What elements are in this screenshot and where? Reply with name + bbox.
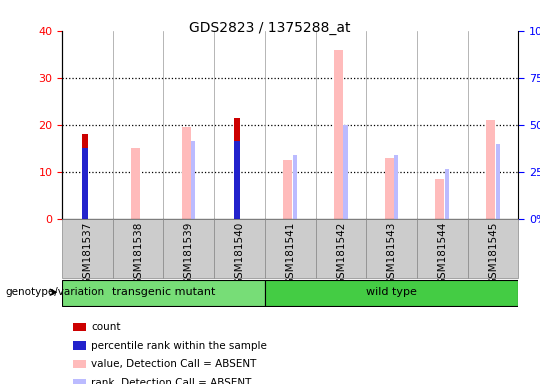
Bar — [283, 160, 292, 219]
Bar — [234, 118, 240, 219]
Bar — [62, 280, 265, 306]
Bar — [435, 179, 444, 219]
Bar — [73, 379, 86, 384]
Text: wild type: wild type — [366, 287, 417, 297]
Text: GSM181538: GSM181538 — [133, 222, 143, 285]
Text: transgenic mutant: transgenic mutant — [112, 287, 215, 297]
Text: GSM181540: GSM181540 — [234, 222, 245, 285]
Text: GSM181542: GSM181542 — [336, 222, 346, 285]
Bar — [468, 219, 518, 278]
Bar — [113, 219, 164, 278]
Bar — [234, 141, 240, 219]
Bar — [73, 360, 86, 368]
Bar — [164, 219, 214, 278]
Bar — [82, 148, 88, 219]
Text: GSM181544: GSM181544 — [437, 222, 447, 285]
Bar — [265, 280, 518, 306]
Text: rank, Detection Call = ABSENT: rank, Detection Call = ABSENT — [91, 378, 252, 384]
Bar — [293, 156, 297, 219]
Bar — [417, 219, 468, 278]
Text: percentile rank within the sample: percentile rank within the sample — [91, 341, 267, 351]
Text: genotype/variation: genotype/variation — [5, 287, 105, 297]
Text: value, Detection Call = ABSENT: value, Detection Call = ABSENT — [91, 359, 256, 369]
Bar — [73, 323, 86, 331]
Bar — [265, 219, 315, 278]
Bar — [366, 219, 417, 278]
Bar — [384, 158, 394, 219]
Bar — [496, 144, 500, 219]
Bar — [182, 127, 191, 219]
Bar — [334, 50, 343, 219]
Bar — [82, 134, 88, 219]
Bar — [343, 125, 348, 219]
Bar — [191, 141, 195, 219]
Bar — [315, 219, 366, 278]
Text: GSM181541: GSM181541 — [285, 222, 295, 285]
Text: GSM181537: GSM181537 — [83, 222, 92, 285]
Bar — [73, 341, 86, 350]
Text: count: count — [91, 322, 121, 332]
Bar — [445, 169, 449, 219]
Bar — [394, 156, 398, 219]
Text: GSM181539: GSM181539 — [184, 222, 194, 285]
Text: GSM181543: GSM181543 — [387, 222, 397, 285]
Bar — [486, 120, 495, 219]
Text: GDS2823 / 1375288_at: GDS2823 / 1375288_at — [189, 21, 351, 35]
Text: GSM181545: GSM181545 — [488, 222, 498, 285]
Bar — [214, 219, 265, 278]
Bar — [62, 219, 113, 278]
Bar — [131, 148, 140, 219]
